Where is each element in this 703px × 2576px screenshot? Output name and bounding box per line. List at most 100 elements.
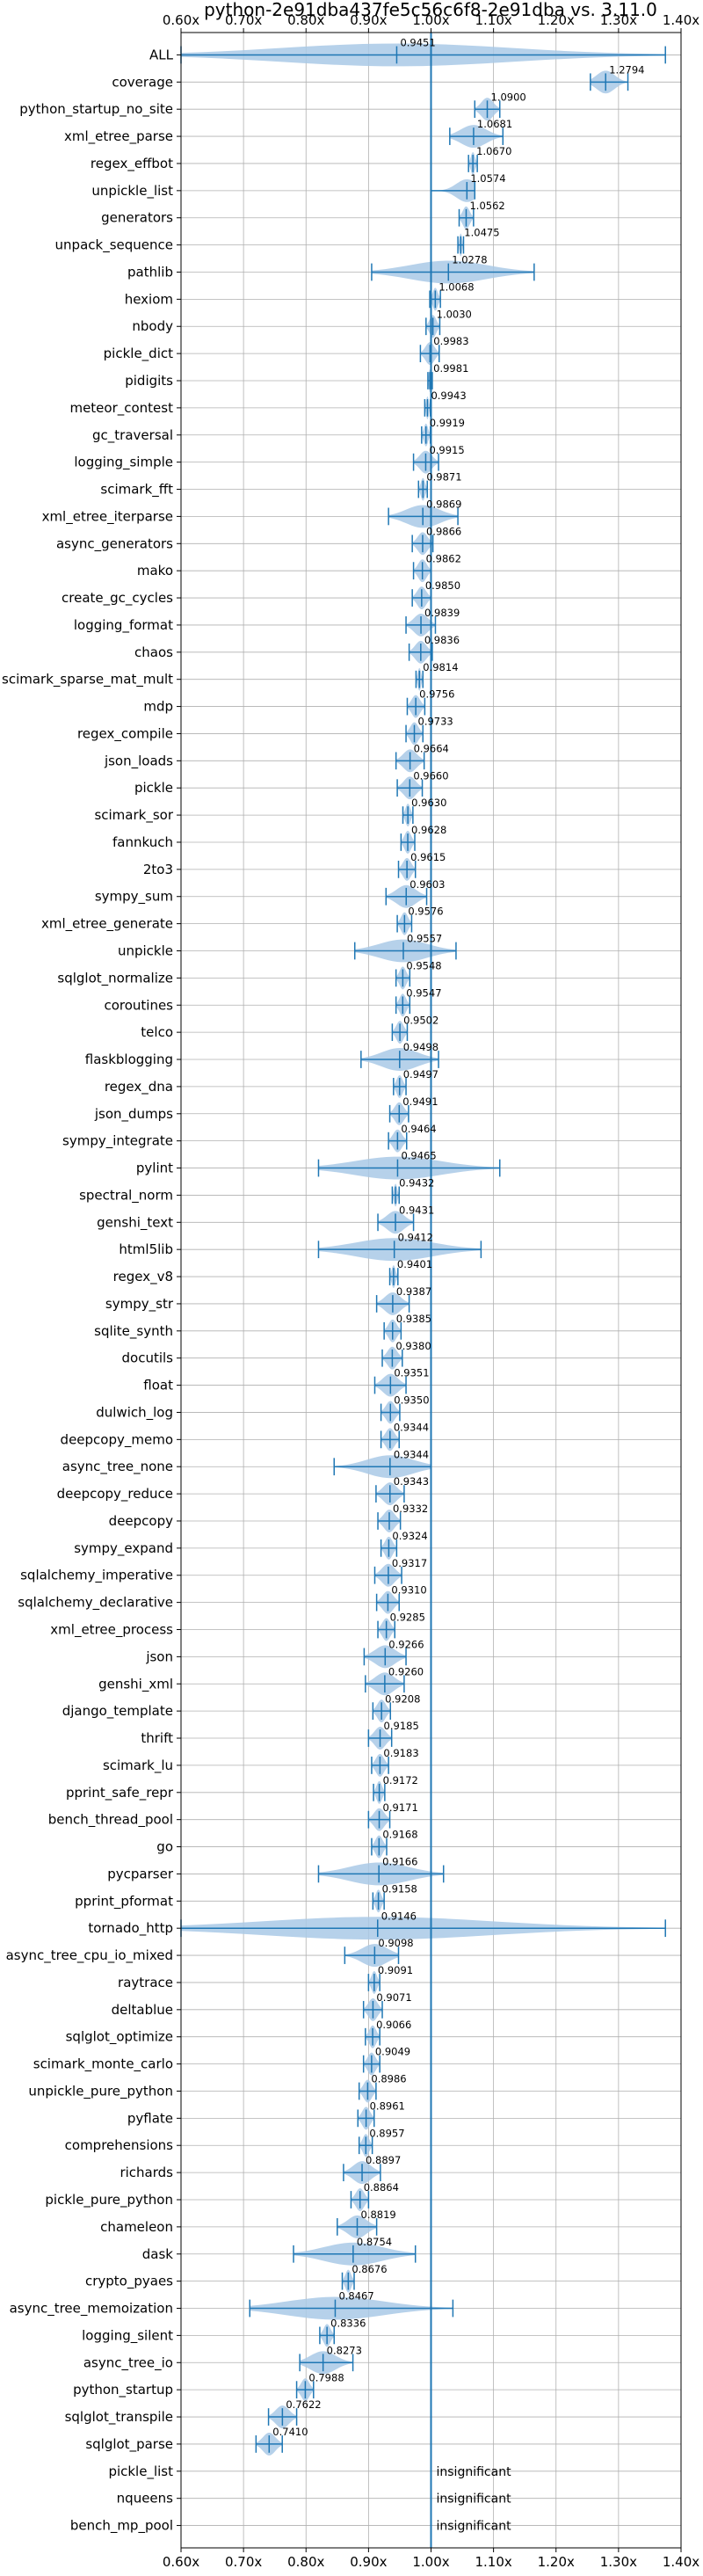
category-label-regex-effbot: regex_effbot <box>91 156 173 172</box>
value-label-mdp: 0.9756 <box>419 688 454 701</box>
value-label-gc-traversal: 0.9919 <box>430 417 465 429</box>
x-tick-label-bottom: 0.80x <box>287 2554 324 2570</box>
category-label-sqlglot-normalize: sqlglot_normalize <box>57 970 173 986</box>
value-label-unpickle-pure-python: 0.8986 <box>371 2073 406 2085</box>
value-label-sqlite-synth: 0.9385 <box>396 1313 431 1325</box>
value-label-genshi-xml: 0.9260 <box>388 1665 424 1677</box>
x-tick-label-bottom: 0.90x <box>350 2554 387 2570</box>
category-label-pprint-safe-repr: pprint_safe_repr <box>66 1785 174 1801</box>
value-label-chaos: 0.9836 <box>424 634 460 646</box>
value-label-regex-v8: 0.9401 <box>397 1258 432 1270</box>
value-label-html5lib: 0.9412 <box>398 1231 433 1243</box>
category-label-scimark-sparse-mat-mult: scimark_sparse_mat_mult <box>2 672 173 688</box>
value-label-sqlalchemy-imperative: 0.9317 <box>392 1557 427 1569</box>
category-label-fannkuch: fannkuch <box>112 834 173 850</box>
category-label-sympy-str: sympy_str <box>105 1296 174 1313</box>
x-tick-label-bottom: 1.40x <box>663 2554 699 2570</box>
value-label-dulwich-log: 0.9350 <box>394 1394 429 1407</box>
value-label-sympy-sum: 0.9603 <box>409 878 445 891</box>
category-label-spectral-norm: spectral_norm <box>79 1187 173 1204</box>
tick-layer: 0.60x 0.60x 0.70x 0.70x 0.80x 0.80x 0.90x 0.90x… <box>2 12 699 2570</box>
category-label-xml-etree-generate: xml_etree_generate <box>41 916 173 933</box>
insignificant-label-nqueens: insignificant <box>437 2492 512 2507</box>
value-label-sympy-expand: 0.9324 <box>392 1530 427 1542</box>
value-label-python-startup: 0.7988 <box>308 2371 344 2383</box>
category-label-json-loads: json_loads <box>104 753 173 769</box>
value-label-pickle: 0.9660 <box>413 769 448 782</box>
category-label-tornado-http: tornado_http <box>88 1920 173 1937</box>
category-label-all: ALL <box>149 47 174 62</box>
value-label-go: 0.9168 <box>382 1829 417 1841</box>
value-label-unpack-sequence: 1.0475 <box>464 227 499 239</box>
category-label-deepcopy-memo: deepcopy_memo <box>61 1431 173 1448</box>
category-label-generators: generators <box>101 210 173 226</box>
category-label-sympy-integrate: sympy_integrate <box>62 1133 173 1150</box>
value-label-regex-dna: 0.9497 <box>403 1068 438 1081</box>
value-label-logging-simple: 0.9915 <box>429 444 464 456</box>
x-tick-label-bottom: 0.60x <box>163 2554 199 2570</box>
value-label-pidigits: 0.9981 <box>433 362 468 375</box>
category-label-deepcopy: deepcopy <box>109 1513 173 1529</box>
value-label-pickle-dict: 0.9983 <box>433 335 468 347</box>
value-label-python-startup-no-site: 1.0900 <box>491 91 526 103</box>
x-tick-label-bottom: 0.70x <box>225 2554 262 2570</box>
category-label-sqlalchemy-imperative: sqlalchemy_imperative <box>20 1568 173 1584</box>
value-label-sqlglot-transpile: 0.7622 <box>286 2398 321 2411</box>
category-label-logging-silent: logging_silent <box>82 2327 173 2344</box>
category-label-async-tree-io: async_tree_io <box>83 2354 173 2371</box>
category-label-meteor-contest: meteor_contest <box>69 400 173 417</box>
category-label-bench-mp-pool: bench_mp_pool <box>70 2518 173 2535</box>
category-label-unpickle-list: unpickle_list <box>91 183 173 200</box>
category-label-docutils: docutils <box>122 1350 174 1366</box>
value-label-regex-effbot: 1.0670 <box>476 145 511 157</box>
value-label-pycparser: 0.9166 <box>382 1856 417 1868</box>
value-label-bench-thread-pool: 0.9171 <box>383 1801 418 1814</box>
value-label-regex-compile: 0.9733 <box>418 716 453 728</box>
value-label-spectral-norm: 0.9432 <box>399 1177 434 1190</box>
category-label-mako: mako <box>137 563 173 579</box>
category-label-scimark-fft: scimark_fft <box>100 482 173 498</box>
insignificant-label-pickle-list: insignificant <box>437 2465 512 2479</box>
value-label-docutils: 0.9380 <box>395 1340 431 1352</box>
category-label-logging-format: logging_format <box>74 617 173 634</box>
value-label-scimark-sparse-mat-mult: 0.9814 <box>423 661 458 673</box>
category-label-pickle-pure-python: pickle_pure_python <box>45 2192 173 2209</box>
category-label-pickle-list: pickle_list <box>108 2463 173 2480</box>
value-label-richards: 0.8897 <box>366 2154 401 2166</box>
value-label-deepcopy-reduce: 0.9343 <box>394 1475 429 1488</box>
category-label-sqlglot-optimize: sqlglot_optimize <box>66 2029 173 2046</box>
x-tick-label-bottom: 1.00x <box>412 2554 449 2570</box>
insignificant-label-bench-mp-pool: insignificant <box>437 2520 512 2534</box>
category-label-xml-etree-iterparse: xml_etree_iterparse <box>42 508 173 525</box>
value-label-async-tree-none: 0.9344 <box>394 1448 429 1460</box>
value-label-genshi-text: 0.9431 <box>399 1204 434 1216</box>
value-label-tornado-http: 0.9146 <box>381 1910 417 1922</box>
value-label-sqlglot-optimize: 0.9066 <box>376 2019 411 2031</box>
category-label-create-gc-cycles: create_gc_cycles <box>62 590 173 607</box>
x-tick-label-top: 1.30x <box>600 12 637 28</box>
violin-layer <box>180 33 666 2548</box>
value-label-async-tree-memoization: 0.8467 <box>338 2290 373 2303</box>
value-label-nbody: 1.0030 <box>437 308 472 320</box>
value-label-pprint-safe-repr: 0.9172 <box>383 1774 418 1786</box>
x-tick-label-top: 0.60x <box>163 12 199 28</box>
category-label-pylint: pylint <box>136 1161 173 1176</box>
category-label-json-dumps: json_dumps <box>94 1106 173 1123</box>
category-label-xml-etree-parse: xml_etree_parse <box>64 128 173 145</box>
category-label-gc-traversal: gc_traversal <box>92 427 173 444</box>
category-label-xml-etree-process: xml_etree_process <box>50 1622 173 1639</box>
x-tick-label-top: 1.40x <box>663 12 699 28</box>
value-label-async-tree-io: 0.8273 <box>327 2344 362 2356</box>
label-layer: 0.9451 1.2794 1.0900 1.0681 1.0670 1.0574 1.05… <box>272 37 644 2534</box>
category-label-chameleon: chameleon <box>100 2219 173 2235</box>
value-label-2to3: 0.9615 <box>410 851 446 863</box>
value-label-flaskblogging: 0.9498 <box>403 1041 438 1053</box>
value-label-scimark-monte-carlo: 0.9049 <box>375 2046 410 2058</box>
category-label-bench-thread-pool: bench_thread_pool <box>48 1812 173 1829</box>
value-label-thrift: 0.9185 <box>384 1720 419 1732</box>
category-label-logging-simple: logging_simple <box>74 455 173 471</box>
category-label-dask: dask <box>142 2246 174 2262</box>
x-tick-label-bottom: 1.30x <box>600 2554 637 2570</box>
category-label-telco: telco <box>141 1024 173 1040</box>
